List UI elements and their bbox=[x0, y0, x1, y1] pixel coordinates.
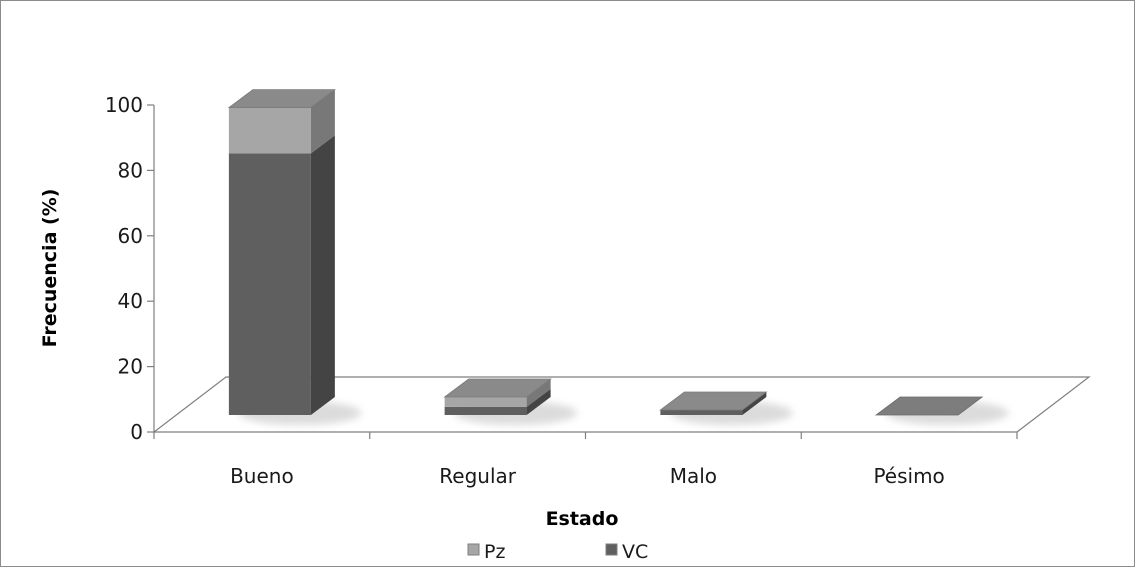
bar-empty-slab bbox=[874, 396, 984, 416]
legend: Pz VC bbox=[467, 541, 648, 563]
floor-plane bbox=[152, 376, 1091, 433]
y-tick-label: 40 bbox=[118, 289, 143, 313]
y-tick-label: 80 bbox=[118, 158, 143, 182]
bars bbox=[227, 89, 1009, 425]
y-axis-title: Frecuencia (%) bbox=[39, 189, 61, 348]
bar-top-cap bbox=[227, 89, 337, 109]
category-label: Bueno bbox=[230, 464, 294, 488]
bar-stack bbox=[443, 378, 578, 425]
bar-stack bbox=[659, 391, 793, 425]
y-tick-label: 0 bbox=[130, 420, 143, 444]
bar-top-cap bbox=[659, 391, 768, 411]
bar-stack bbox=[227, 89, 362, 425]
category-label: Regular bbox=[439, 464, 516, 488]
x-axis-title: Estado bbox=[546, 508, 619, 530]
y-tick-label: 100 bbox=[105, 93, 143, 117]
bar-vc-front bbox=[660, 410, 743, 415]
category-label: Pésimo bbox=[873, 464, 944, 488]
legend-label-vc: VC bbox=[622, 541, 648, 563]
bar-pz-front bbox=[228, 107, 311, 154]
bar-vc-side bbox=[310, 135, 335, 415]
chart-floor bbox=[152, 376, 1091, 433]
bar-stack bbox=[874, 396, 1009, 425]
bar-top-cap bbox=[443, 378, 552, 398]
legend-label-pz: Pz bbox=[484, 541, 505, 563]
bar-pz-side bbox=[310, 89, 335, 154]
axes: 0 20 40 60 80 100 Bueno Regular Malo Pésimo bbox=[105, 93, 1018, 488]
y-tick-label: 20 bbox=[118, 355, 143, 379]
bar-vc-side bbox=[526, 388, 551, 415]
bar-pz-side bbox=[526, 379, 551, 407]
legend-swatch-vc bbox=[605, 543, 618, 556]
bar-vc-side bbox=[742, 392, 767, 415]
bar-pz-front bbox=[444, 397, 527, 407]
bar-vc-front bbox=[228, 153, 311, 415]
legend-swatch-pz bbox=[467, 543, 480, 556]
category-label: Malo bbox=[670, 464, 717, 488]
bar-vc-front bbox=[444, 406, 527, 415]
y-tick-label: 60 bbox=[118, 224, 143, 248]
